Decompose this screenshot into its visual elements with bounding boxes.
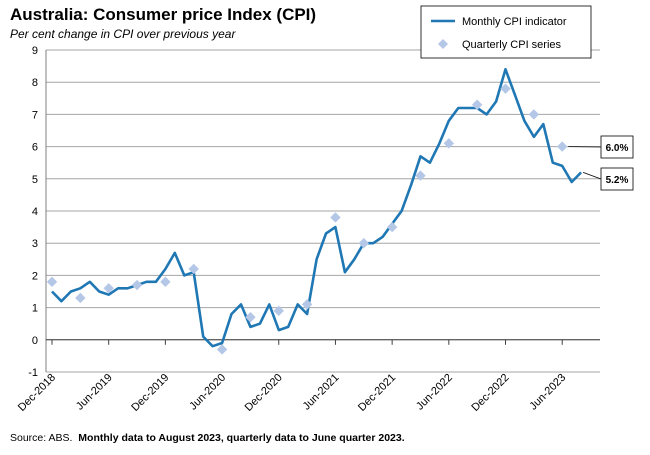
legend-quarterly-swatch bbox=[438, 39, 448, 49]
y-tick-label: 7 bbox=[32, 109, 38, 121]
quarterly-cpi-series bbox=[46, 83, 568, 355]
quarterly-cpi-marker bbox=[301, 299, 313, 310]
quarterly-cpi-marker bbox=[160, 276, 171, 288]
monthly-cpi-line bbox=[51, 68, 583, 348]
x-tick-label: Dec-2019 bbox=[129, 372, 171, 414]
x-tick-label: Jun-2022 bbox=[414, 372, 455, 413]
x-tick-label: Jun-2023 bbox=[527, 372, 568, 413]
quarterly-cpi-marker bbox=[216, 344, 228, 355]
y-tick-label: 6 bbox=[32, 142, 38, 154]
x-tick-label: Jun-2019 bbox=[74, 372, 115, 413]
quarterly-cpi-marker bbox=[188, 263, 199, 275]
x-tick-label: Dec-2020 bbox=[243, 372, 285, 414]
source-note: Source: ABS. Monthly data to August 2023… bbox=[10, 432, 405, 444]
y-tick-label: 3 bbox=[32, 238, 38, 250]
source-prefix: Source: ABS. bbox=[10, 432, 73, 444]
y-tick-label: -1 bbox=[28, 367, 38, 379]
x-tick-label: Dec-2022 bbox=[469, 372, 511, 414]
y-tick-label: 2 bbox=[32, 270, 38, 282]
callout-box bbox=[600, 167, 634, 191]
quarterly-cpi-marker bbox=[103, 283, 114, 294]
y-tick-label: 9 bbox=[32, 45, 38, 57]
callout-label: 6.0% bbox=[606, 143, 629, 154]
value-callouts: 6.0% 5.2% bbox=[568, 135, 634, 191]
chart-title: Australia: Consumer price Index (CPI) bbox=[10, 5, 317, 24]
y-axis-ticks: -1 0 1 2 3 4 5 6 7 8 9 bbox=[28, 45, 38, 379]
quarterly-cpi-marker bbox=[358, 238, 369, 249]
legend: Monthly CPI indicator Quarterly CPI serie… bbox=[420, 5, 592, 59]
callout-box bbox=[600, 135, 634, 159]
quarterly-cpi-marker bbox=[557, 141, 568, 152]
quarterly-cpi-marker bbox=[245, 312, 256, 323]
quarterly-cpi-marker bbox=[500, 83, 511, 94]
callout-label: 5.2% bbox=[606, 175, 629, 186]
quarterly-cpi-marker bbox=[386, 221, 398, 233]
quarterly-cpi-marker bbox=[273, 305, 284, 317]
quarterly-cpi-marker bbox=[75, 292, 86, 304]
y-tick-label: 5 bbox=[32, 174, 38, 186]
x-tick-label: Jun-2021 bbox=[301, 372, 342, 413]
quarterly-cpi-marker bbox=[443, 138, 455, 149]
callout-leader bbox=[582, 171, 602, 180]
quarterly-cpi-marker bbox=[46, 276, 58, 288]
y-tick-label: 1 bbox=[32, 303, 38, 315]
legend-monthly-label: Monthly CPI indicator bbox=[462, 16, 567, 28]
y-tick-label: 4 bbox=[32, 206, 38, 218]
x-tick-label: Jun-2020 bbox=[187, 372, 228, 413]
quarterly-cpi-marker bbox=[471, 99, 483, 110]
y-tick-label: 8 bbox=[32, 77, 38, 89]
y-tick-label: 0 bbox=[32, 335, 38, 347]
quarterly-cpi-marker bbox=[330, 212, 341, 223]
legend-box bbox=[420, 5, 592, 59]
quarterly-cpi-marker bbox=[415, 170, 426, 181]
x-tick-label: Dec-2021 bbox=[356, 372, 398, 414]
quarterly-cpi-marker bbox=[528, 109, 540, 120]
quarterly-cpi-marker bbox=[131, 279, 143, 291]
monthly-cpi-series bbox=[51, 68, 583, 348]
source-detail: Monthly data to August 2023, quarterly d… bbox=[78, 432, 405, 444]
legend-quarterly-label: Quarterly CPI series bbox=[462, 39, 562, 51]
x-axis: Dec-2018 Jun-2019 Dec-2019 Jun-2020 Dec-2020… bbox=[16, 50, 600, 414]
chart-subtitle: Per cent change in CPI over previous yea… bbox=[10, 27, 236, 41]
